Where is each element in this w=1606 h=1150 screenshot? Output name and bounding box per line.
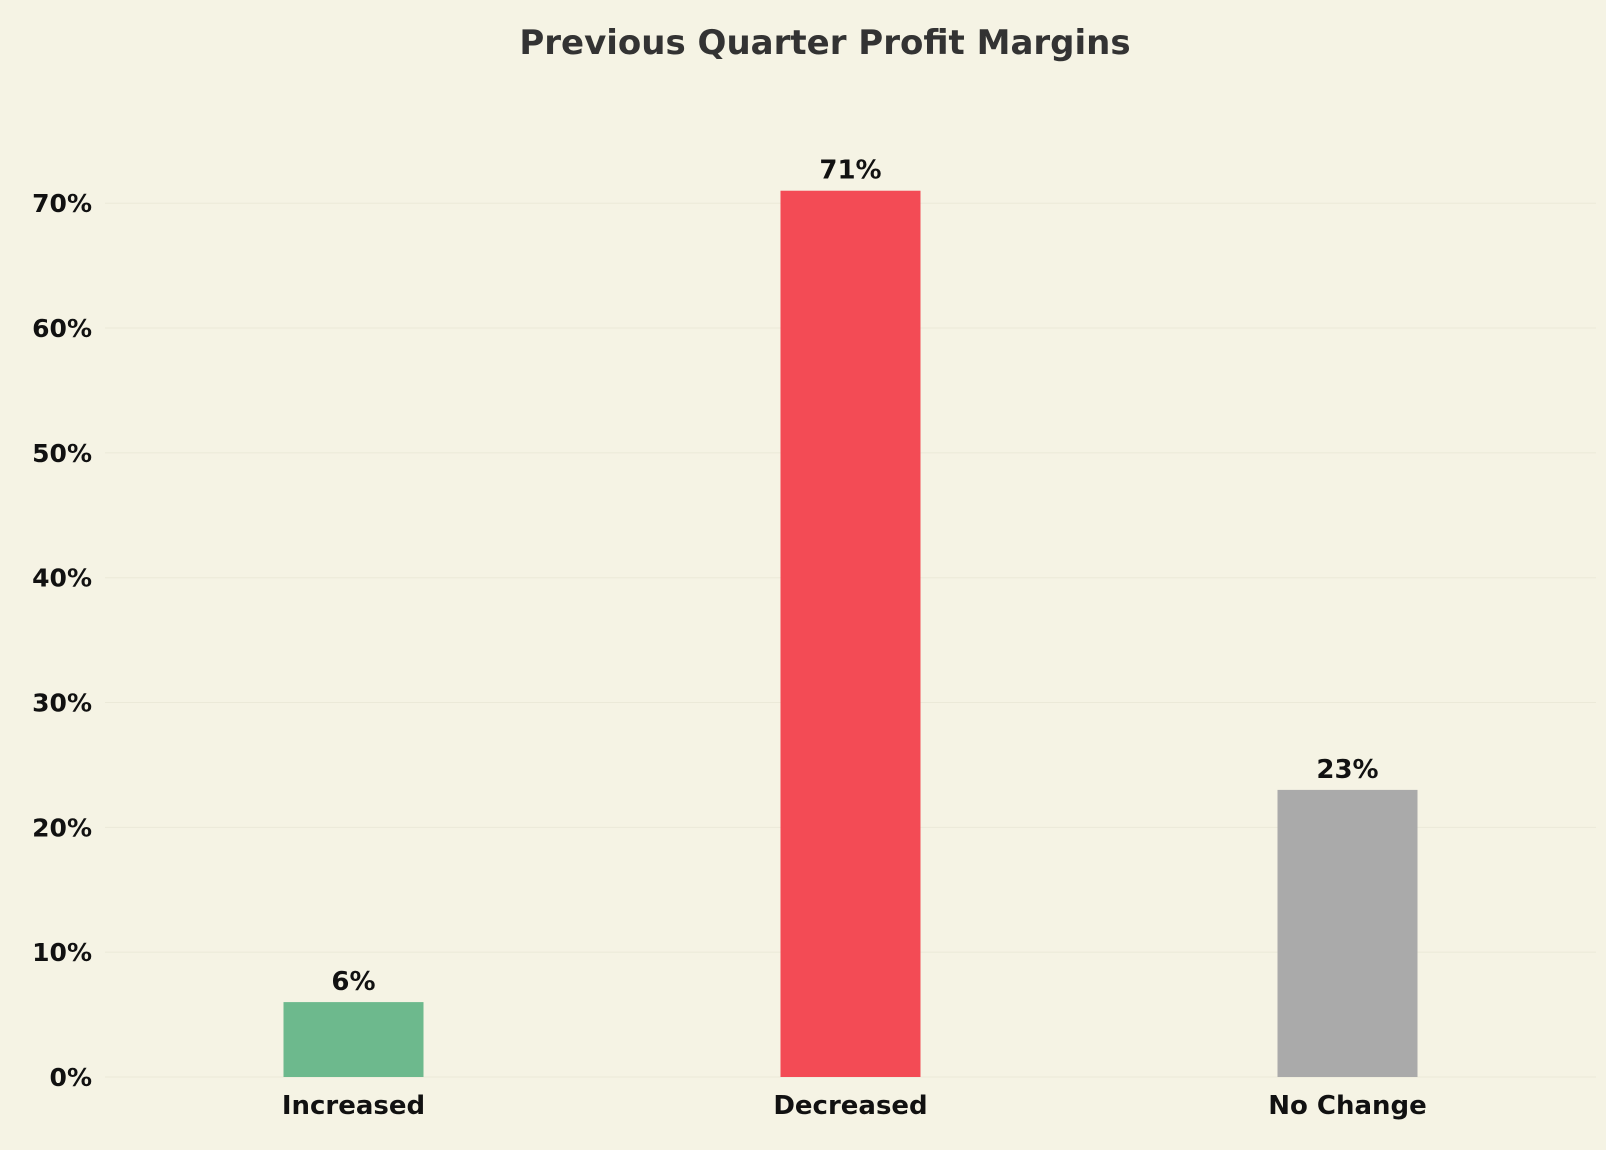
bar-value-label: 6% <box>331 967 375 997</box>
y-tick-label: 50% <box>32 439 92 468</box>
bar <box>283 1002 424 1077</box>
x-category-label: Decreased <box>773 1091 927 1121</box>
bars <box>283 190 1418 1078</box>
y-tick-label: 60% <box>32 314 92 343</box>
bar <box>780 190 921 1078</box>
chart-title: Previous Quarter Profit Margins <box>519 23 1130 63</box>
data-labels: 6% 71% 23% <box>331 156 1378 997</box>
y-tick-label: 30% <box>32 689 92 718</box>
x-axis-categories: Increased Decreased No Change <box>282 1091 1427 1121</box>
y-tick-label: 40% <box>32 564 92 593</box>
y-tick-label: 70% <box>32 189 92 218</box>
y-axis-ticks: 0% 10% 20% 30% 40% 50% 60% 70% <box>32 189 92 1092</box>
y-tick-label: 0% <box>50 1063 92 1092</box>
y-tick-label: 20% <box>32 813 92 842</box>
x-category-label: No Change <box>1268 1091 1427 1121</box>
x-category-label: Increased <box>282 1091 425 1121</box>
y-tick-label: 10% <box>32 938 92 967</box>
bar-value-label: 71% <box>819 156 881 186</box>
bar-value-label: 23% <box>1316 755 1378 785</box>
bar <box>1277 789 1418 1077</box>
